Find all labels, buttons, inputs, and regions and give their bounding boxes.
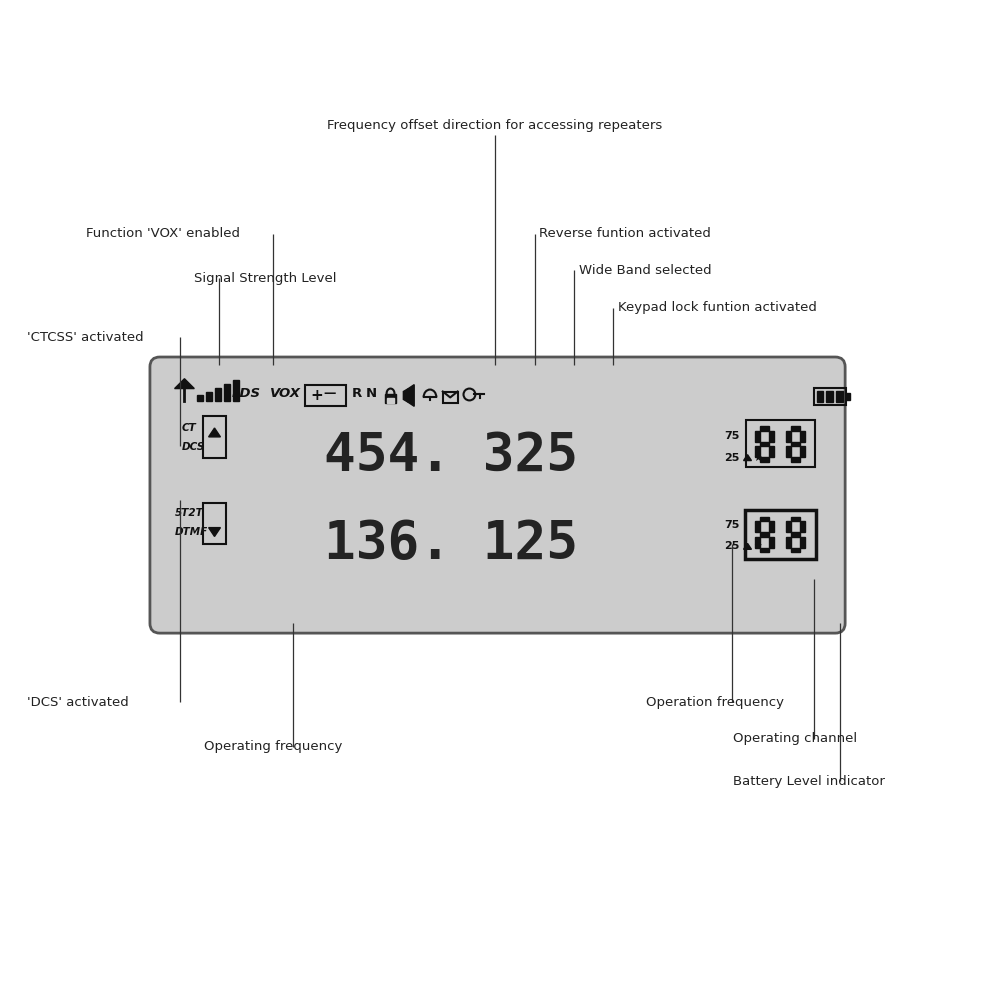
Bar	[769, 537, 774, 548]
Bar	[215, 388, 221, 401]
Bar	[760, 426, 769, 431]
FancyBboxPatch shape	[746, 420, 815, 467]
Bar	[800, 521, 805, 532]
Bar	[791, 442, 800, 446]
Bar	[755, 446, 760, 457]
Polygon shape	[408, 385, 414, 406]
Bar	[846, 393, 850, 400]
Text: DTMF: DTMF	[175, 527, 208, 537]
Text: Operation frequency: Operation frequency	[646, 696, 784, 709]
Text: +: +	[311, 388, 323, 403]
Text: —: —	[323, 387, 336, 400]
Text: Wide Band selected: Wide Band selected	[579, 264, 712, 277]
Bar	[755, 521, 760, 532]
Polygon shape	[403, 389, 408, 402]
Text: 75: 75	[724, 431, 739, 441]
Text: Battery Level indicator: Battery Level indicator	[733, 775, 885, 788]
Text: Reverse funtion activated: Reverse funtion activated	[539, 227, 711, 240]
Bar	[197, 395, 203, 401]
Text: Signal Strength Level: Signal Strength Level	[194, 272, 337, 285]
Text: N: N	[366, 387, 377, 400]
Bar	[800, 537, 805, 548]
FancyBboxPatch shape	[203, 503, 226, 544]
Text: 5T2T: 5T2T	[175, 508, 203, 518]
Text: CT: CT	[181, 423, 196, 433]
FancyBboxPatch shape	[745, 510, 816, 559]
Text: Frequency offset direction for accessing repeaters: Frequency offset direction for accessing…	[327, 119, 663, 132]
Bar	[233, 380, 239, 401]
Bar	[817, 391, 823, 402]
Bar	[769, 521, 774, 532]
Bar	[387, 398, 394, 403]
Text: ★: ★	[753, 541, 762, 551]
Text: DCS: DCS	[181, 442, 205, 452]
Bar	[786, 446, 791, 457]
Bar	[791, 548, 800, 552]
Bar	[760, 532, 769, 537]
FancyBboxPatch shape	[305, 385, 346, 406]
Bar	[786, 537, 791, 548]
Text: Keypad lock funtion activated: Keypad lock funtion activated	[618, 301, 817, 314]
Text: 25: 25	[724, 541, 739, 551]
FancyBboxPatch shape	[150, 357, 845, 633]
Bar	[755, 431, 760, 442]
Text: 136. 125: 136. 125	[324, 518, 578, 570]
Bar	[826, 391, 833, 402]
Text: ★: ★	[753, 453, 762, 463]
Text: VOX: VOX	[270, 387, 301, 400]
Polygon shape	[209, 528, 220, 536]
Bar	[800, 431, 805, 442]
Text: 'DCS' activated: 'DCS' activated	[27, 696, 128, 709]
Bar	[769, 446, 774, 457]
Bar	[760, 517, 769, 521]
Text: 454. 325: 454. 325	[324, 430, 578, 482]
Bar	[760, 457, 769, 462]
Bar	[791, 426, 800, 431]
Bar	[791, 532, 800, 537]
Bar	[769, 431, 774, 442]
Bar	[800, 446, 805, 457]
Bar	[836, 391, 843, 402]
Bar	[224, 384, 230, 401]
Bar	[786, 431, 791, 442]
Bar	[385, 394, 396, 403]
Text: LDS: LDS	[232, 387, 261, 400]
Bar	[814, 388, 846, 405]
Text: 25: 25	[724, 453, 739, 463]
Polygon shape	[744, 543, 751, 549]
Bar	[791, 517, 800, 521]
Bar	[760, 442, 769, 446]
Text: R: R	[352, 387, 362, 400]
Bar	[443, 392, 458, 403]
Bar	[791, 457, 800, 462]
Bar	[755, 537, 760, 548]
FancyBboxPatch shape	[203, 416, 226, 458]
Bar	[206, 392, 212, 401]
Polygon shape	[175, 379, 194, 389]
Polygon shape	[209, 428, 220, 437]
Text: 75: 75	[724, 520, 739, 530]
Polygon shape	[744, 455, 751, 461]
Bar	[760, 548, 769, 552]
Text: Function 'VOX' enabled: Function 'VOX' enabled	[86, 227, 240, 240]
Text: Operating frequency: Operating frequency	[204, 740, 343, 753]
Text: 'CTCSS' activated: 'CTCSS' activated	[27, 331, 143, 344]
Bar	[786, 521, 791, 532]
Text: Operating channel: Operating channel	[733, 732, 857, 745]
